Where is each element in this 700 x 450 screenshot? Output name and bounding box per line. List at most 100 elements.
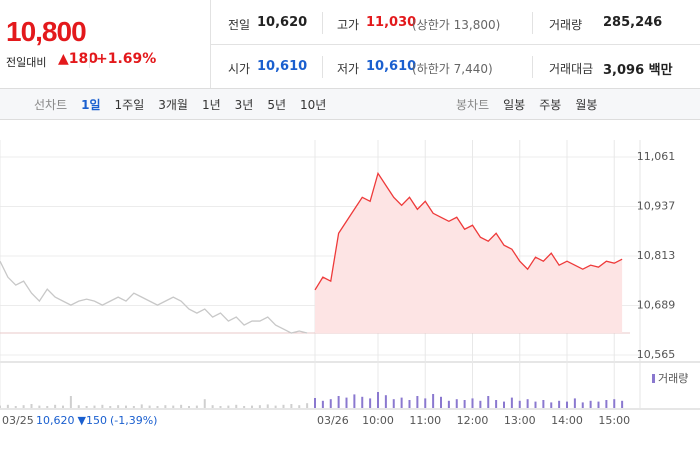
stat-value: 10,610 <box>366 59 417 74</box>
volume-bar <box>573 398 576 408</box>
stat-label: 거래대금 <box>549 62 594 76</box>
volume-bar <box>479 400 482 408</box>
area <box>315 173 623 334</box>
tab[interactable]: 주봉 <box>539 97 562 112</box>
volume-bar <box>384 395 387 408</box>
volume-bar <box>369 398 372 408</box>
volume-bar <box>140 404 143 408</box>
volume-bar <box>219 406 222 408</box>
volume-bar <box>117 405 120 408</box>
volume-bar <box>534 401 537 408</box>
tab-bar: 선차트 1일 1주일 3개월 1년 3년 5년 10년 봉차트 일봉 주봉 월봉 <box>0 88 700 120</box>
stat-value: 10,610 <box>257 59 308 74</box>
volume-bar <box>329 399 332 408</box>
stat-value: 10,620 <box>257 15 308 30</box>
x-tick-label: 13:00 <box>504 414 536 427</box>
volume-bar <box>188 406 190 408</box>
y-tick-label: 10,689 <box>637 299 676 312</box>
volume-bar <box>613 399 616 408</box>
volume-bar <box>510 397 513 408</box>
tab-heading: 봉차트 <box>456 97 490 112</box>
volume-bar <box>0 405 1 408</box>
line-tabs: 선차트 1일 1주일 3개월 1년 3년 5년 10년 <box>34 89 326 119</box>
volume-bar <box>172 405 175 408</box>
volume-bar <box>605 400 608 408</box>
volume-bar <box>621 400 624 408</box>
tab[interactable]: 3개월 <box>158 97 188 112</box>
volume-bar <box>203 399 206 408</box>
volume-bar <box>227 405 230 408</box>
volume-bar <box>377 392 379 408</box>
volume-bar <box>101 404 104 408</box>
volume-bar <box>566 401 568 408</box>
x-tick-label: 11:00 <box>409 414 441 427</box>
volume-bar <box>251 405 253 408</box>
tab[interactable]: 1일 <box>81 97 101 112</box>
divider <box>210 44 700 45</box>
volume-bar <box>447 400 450 408</box>
volume-bar <box>314 398 316 408</box>
volume-bar <box>337 396 340 408</box>
x-tick-label: 03/25 <box>2 414 34 427</box>
volume-bar <box>282 404 285 408</box>
x-tick-label: 15:00 <box>598 414 630 427</box>
volume-bar <box>235 404 238 408</box>
change-pct: +1.69% <box>96 51 157 67</box>
tab[interactable]: 1년 <box>201 97 221 112</box>
volume-bar <box>345 397 348 408</box>
annotation-part: ▼150 <box>78 414 107 427</box>
volume-bar <box>471 398 474 408</box>
x-tick-label: 12:00 <box>457 414 489 427</box>
volume-bar <box>408 400 411 408</box>
volume-bar <box>93 405 96 408</box>
divider <box>532 56 533 78</box>
annotation-part: 10,620 <box>36 414 75 427</box>
volume-bar <box>503 401 505 408</box>
y-tick-label: 10,813 <box>637 249 676 262</box>
volume-bar <box>132 406 135 408</box>
volume-bar <box>463 400 466 408</box>
change-label: 전일대비 <box>6 56 47 69</box>
volume-bar <box>85 406 88 408</box>
tab[interactable]: 월봉 <box>575 97 598 112</box>
tab[interactable]: 일봉 <box>503 97 526 112</box>
volume-bar <box>526 399 529 408</box>
volume-bar <box>211 405 214 408</box>
volume-bar <box>298 405 301 408</box>
volume-bar <box>30 404 33 408</box>
tab[interactable]: 3년 <box>234 97 254 112</box>
tab-heading: 선차트 <box>34 97 68 112</box>
volume-bar <box>274 405 277 408</box>
volume-bar <box>495 400 498 408</box>
tab[interactable]: 10년 <box>300 97 327 112</box>
volume-bar <box>109 406 112 408</box>
volume-bar <box>148 405 151 408</box>
stat-value: 285,246 <box>603 15 663 30</box>
divider <box>322 12 323 34</box>
volume-bar <box>321 400 324 408</box>
candle-tabs: 봉차트 일봉 주봉 월봉 <box>456 89 597 119</box>
volume-bar <box>69 396 72 408</box>
volume-bar <box>416 396 419 408</box>
volume-bar <box>77 405 80 408</box>
tab[interactable]: 5년 <box>267 97 287 112</box>
volume-bar <box>258 405 261 408</box>
x-tick-label: 10:00 <box>362 414 394 427</box>
volume-bar <box>38 405 41 408</box>
volume-bar <box>290 404 293 408</box>
volume-bar <box>432 394 435 408</box>
y-tick-label: 10,937 <box>637 200 676 213</box>
volume-bar <box>518 400 521 408</box>
volume-bar <box>266 404 269 408</box>
tab[interactable]: 1주일 <box>114 97 145 112</box>
stat-label: 시가 <box>228 62 251 76</box>
volume-bar <box>164 405 167 408</box>
volume-bar <box>440 396 442 408</box>
volume-bar <box>156 406 159 408</box>
stat-value: 11,030 <box>366 15 417 30</box>
volume-bar <box>6 404 9 408</box>
x-tick-label: 14:00 <box>551 414 583 427</box>
volume-bar <box>180 404 183 408</box>
